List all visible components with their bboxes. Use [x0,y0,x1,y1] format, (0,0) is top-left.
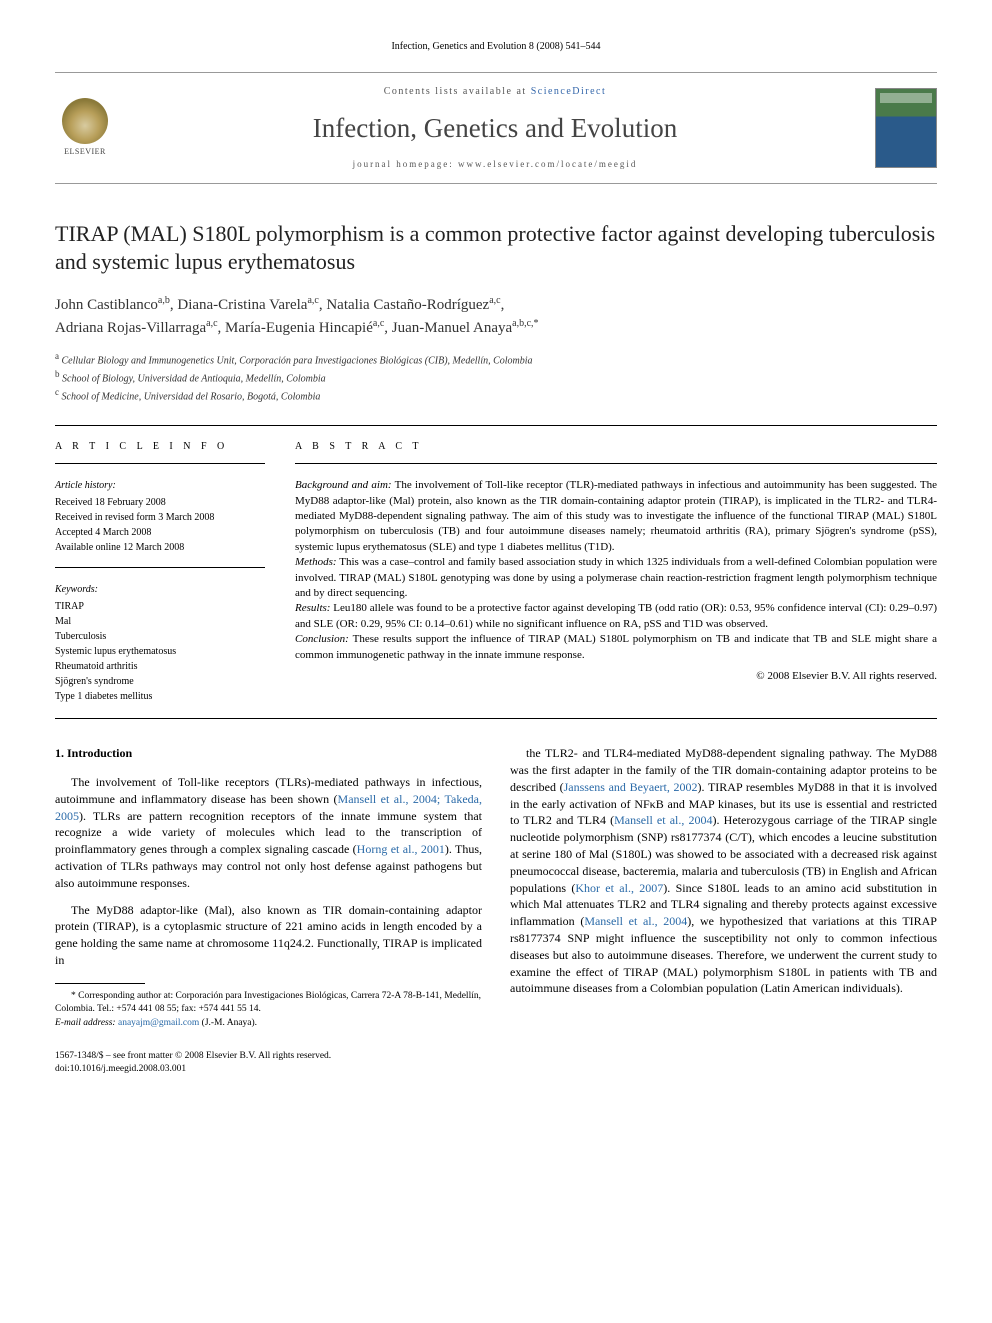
abstract-heading: A B S T R A C T [295,440,937,454]
citation-link[interactable]: Khor et al., 2007 [575,881,663,895]
article-info-column: A R T I C L E I N F O Article history: R… [55,440,265,705]
footer-issn-line: 1567-1348/$ – see front matter © 2008 El… [55,1050,331,1063]
keyword: Mal [55,614,265,629]
page-container: Infection, Genetics and Evolution 8 (200… [0,0,992,1131]
abstract-body: Background and aim: The involvement of T… [295,478,937,663]
keyword: TIRAP [55,599,265,614]
corresponding-author-footnote: * Corresponding author at: Corporación p… [55,990,482,1030]
abstract-column: A B S T R A C T Background and aim: The … [295,440,937,705]
body-paragraph: The MyD88 adaptor-like (Mal), also known… [55,902,482,969]
citation-link[interactable]: Mansell et al., 2004 [584,914,687,928]
email-link[interactable]: anayajm@gmail.com [118,1018,199,1028]
keyword: Sjögren's syndrome [55,674,265,689]
abstract-section-label: Conclusion: [295,633,349,645]
homepage-prefix: journal homepage: [353,159,458,169]
footer-left: 1567-1348/$ – see front matter © 2008 El… [55,1050,331,1076]
history-label: Article history: [55,478,265,493]
keywords-label: Keywords: [55,582,265,597]
info-divider [55,463,265,464]
abstract-section-label: Background and aim: [295,479,392,491]
keyword: Tuberculosis [55,629,265,644]
article-history-block: Article history: Received 18 February 20… [55,478,265,568]
author: Diana-Cristina Varelaa,c [177,297,318,313]
info-abstract-row: A R T I C L E I N F O Article history: R… [55,440,937,705]
contents-available-line: Contents lists available at ScienceDirec… [133,85,857,99]
section-divider [55,425,937,426]
author: John Castiblancoa,b [55,297,170,313]
citation-link[interactable]: Mansell et al., 2004 [614,813,712,827]
keyword: Type 1 diabetes mellitus [55,689,265,704]
body-paragraph: the TLR2- and TLR4-mediated MyD88-depend… [510,745,937,997]
elsevier-logo: ELSEVIER [55,93,115,163]
footnote-email-line: E-mail address: anayajm@gmail.com (J.-M.… [55,1017,482,1030]
journal-cover-thumbnail [875,88,937,168]
affiliation: a Cellular Biology and Immunogenetics Un… [55,350,937,368]
contents-prefix: Contents lists available at [384,86,531,97]
footnote-line: * Corresponding author at: Corporación p… [55,990,482,1016]
citation-link[interactable]: Horng et al., 2001 [357,842,445,856]
elsevier-label: ELSEVIER [64,147,106,158]
history-item: Accepted 4 March 2008 [55,525,265,540]
article-info-heading: A R T I C L E I N F O [55,440,265,454]
footnote-separator [55,983,145,984]
section-heading-introduction: 1. Introduction [55,745,482,762]
author: Adriana Rojas-Villarragaa,c [55,320,218,336]
homepage-url[interactable]: www.elsevier.com/locate/meegid [458,159,637,169]
article-title: TIRAP (MAL) S180L polymorphism is a comm… [55,220,937,277]
journal-masthead: ELSEVIER Contents lists available at Sci… [55,72,937,184]
masthead-center: Contents lists available at ScienceDirec… [133,85,857,171]
abstract-section-text: The involvement of Toll-like receptor (T… [295,479,937,553]
body-two-columns: 1. Introduction The involvement of Toll-… [55,745,937,1032]
author: Natalia Castaño-Rodrígueza,c [326,297,500,313]
author: María-Eugenia Hincapiéa,c [225,320,384,336]
citation-link[interactable]: Janssens and Beyaert, 2002 [564,780,698,794]
elsevier-tree-icon [62,98,108,144]
keywords-block: Keywords: TIRAP Mal Tuberculosis Systemi… [55,582,265,704]
history-item: Received in revised form 3 March 2008 [55,510,265,525]
keyword: Rheumatoid arthritis [55,659,265,674]
history-item: Available online 12 March 2008 [55,540,265,555]
affiliation-list: a Cellular Biology and Immunogenetics Un… [55,350,937,405]
abstract-section-label: Methods: [295,556,337,568]
author: Juan-Manuel Anayaa,b,c,* [392,320,539,336]
sciencedirect-link[interactable]: ScienceDirect [531,86,607,97]
abstract-section-text: This was a case–control and family based… [295,556,937,599]
journal-name: Infection, Genetics and Evolution [133,110,857,146]
keyword: Systemic lupus erythematosus [55,644,265,659]
footer-doi-line: doi:10.1016/j.meegid.2008.03.001 [55,1063,331,1076]
journal-homepage-line: journal homepage: www.elsevier.com/locat… [133,158,857,170]
running-header: Infection, Genetics and Evolution 8 (200… [55,40,937,54]
body-paragraph: The involvement of Toll-like receptors (… [55,774,482,892]
abstract-section-text: These results support the influence of T… [295,633,937,660]
history-item: Received 18 February 2008 [55,495,265,510]
body-divider [55,718,937,719]
page-footer: 1567-1348/$ – see front matter © 2008 El… [55,1050,937,1076]
abstract-section-label: Results: [295,602,330,614]
abstract-divider [295,463,937,464]
affiliation: c School of Medicine, Universidad del Ro… [55,386,937,404]
author-list: John Castiblancoa,b, Diana-Cristina Vare… [55,293,937,340]
affiliation: b School of Biology, Universidad de Anti… [55,368,937,386]
abstract-section-text: Leu180 allele was found to be a protecti… [295,602,937,629]
abstract-copyright: © 2008 Elsevier B.V. All rights reserved… [295,669,937,684]
